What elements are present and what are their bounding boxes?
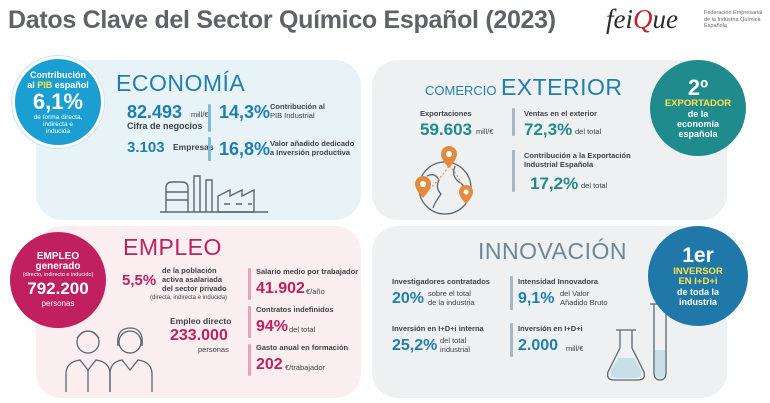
divider [510, 323, 513, 357]
exportador-rank: 2º [687, 75, 709, 100]
gasto-unit: €/trabajador [285, 363, 326, 372]
inversion-interna-value: 25,2% [392, 337, 438, 354]
pib-industrial-label-1: Contribución al [270, 102, 325, 111]
empresas-label: Empresas [173, 142, 214, 152]
empleo-badge: EMPLEO generado (directo, indirecto e in… [10, 232, 106, 328]
vab-value: 16,8% [219, 139, 271, 159]
empleo-badge-note: (directo, indirecto e inducido) [22, 271, 94, 278]
exportaciones-value: 59.603 [420, 120, 472, 139]
empresas-value: 3.103 [127, 139, 165, 156]
workers-icon [65, 327, 153, 392]
logo-tagline: Federación Empresarial de la Industria Q… [704, 10, 763, 29]
logo-wordmark: feiQue [606, 4, 678, 34]
contrib-export-label-1: Contribución a la Exportación [524, 151, 631, 160]
exportaciones-unit: mill/€ [476, 127, 494, 136]
empleo-badge-value: 792.200 [27, 278, 89, 298]
investigadores-label: Investigadores contratados [392, 277, 490, 286]
salario-label: Salario medio por trabajador [256, 267, 359, 276]
contratos-unit: del total [289, 325, 316, 334]
divider [512, 108, 515, 136]
poblacion-label-1: de la población [162, 266, 217, 275]
contratos-label: Contratos indefinidos [256, 305, 334, 314]
inversor-line4: industria [678, 297, 717, 307]
comercio-heading: COMERCIO EXTERIOR [425, 74, 623, 100]
empleo-badge-line1: EMPLEO [36, 250, 80, 262]
inversion-interna-label: Inversión en I+D+i interna [392, 324, 484, 333]
salario-value: 41.902 [256, 280, 305, 297]
exportador-line3: economía [676, 119, 719, 129]
feique-logo: feiQue Federación Empresarial de la Indu… [606, 4, 766, 40]
vab-label-2: a Inversión productiva [270, 148, 351, 157]
gasto-label: Gasto anual en formación [256, 343, 349, 352]
pib-badge-note2: indirecta e [43, 120, 73, 128]
divider [512, 150, 515, 192]
divider [208, 104, 211, 132]
page-title: Datos Clave del Sector Químico Español (… [8, 6, 556, 34]
contrib-export-value: 17,2% [530, 174, 579, 193]
poblacion-value: 5,5% [122, 272, 157, 289]
empleo-directo-value: 233.000 [170, 327, 228, 344]
ventas-value: 72,3% [524, 120, 573, 139]
exportador-badge: 2º EXPORTADOR de la economía española [650, 60, 746, 156]
inversor-line1: INVERSOR [673, 266, 723, 277]
salario-unit: €/año [306, 287, 325, 296]
intensidad-label: Intensidad Innovadora [518, 277, 599, 286]
empleo-badge-line2: generado [35, 260, 81, 272]
intensidad-value: 9,1% [518, 290, 555, 307]
divider [248, 344, 251, 376]
factory-icon [160, 175, 268, 213]
inversion-label: Inversión en I+D+i [518, 324, 583, 333]
exportador-line4: española [678, 129, 718, 139]
ventas-label: Ventas en el exterior [524, 109, 597, 118]
inversion-interna-unit: del total industrial [440, 336, 471, 354]
vab-label-1: Valor añadido dedicado [270, 139, 355, 148]
contrib-export-label-2: Industrial Española [524, 160, 594, 169]
divider [248, 268, 251, 300]
cifra-negocios-label: Cifra de negocios [127, 121, 203, 131]
pib-badge-value: 6,1% [32, 88, 84, 114]
innovacion-heading: INNOVACIÓN [478, 238, 627, 264]
pib-badge: Contribución al PIB español 6,1% de form… [12, 56, 104, 148]
exportador-line2: de la [687, 109, 709, 119]
pib-industrial-label-2: PIB Industrial [270, 111, 315, 120]
inversion-value: 2.000 [518, 337, 559, 354]
poblacion-label-2: activa asalariada [162, 275, 223, 284]
divider [248, 306, 251, 338]
inversor-line3: de toda la [676, 287, 719, 297]
economia-heading: ECONOMÍA [116, 70, 246, 96]
inversor-badge: 1er INVERSOR EN I+D+i de toda la industr… [648, 226, 748, 326]
empleo-badge-unit: personas [41, 298, 75, 308]
empleo-directo-unit: personas [198, 345, 229, 354]
inversor-rank: 1er [682, 244, 714, 267]
contrib-export-unit: del total [581, 181, 608, 190]
divider [208, 137, 211, 161]
pib-badge-note1: de forma directa, [33, 113, 83, 121]
ventas-unit: del total [575, 127, 602, 136]
cifra-negocios-value: 82.493 [127, 102, 183, 122]
flask-icon [606, 303, 670, 381]
contratos-value: 94% [256, 318, 289, 335]
globe-icon [415, 146, 473, 215]
gasto-value: 202 [256, 356, 283, 373]
inversor-line2: EN I+D+i [678, 276, 718, 287]
empleo-heading: EMPLEO [123, 234, 222, 260]
poblacion-note: (directa, indirecta e inducida) [150, 295, 228, 301]
inversion-unit: mill/€ [566, 344, 584, 353]
investigadores-value: 20% [392, 290, 425, 307]
exportaciones-label: Exportaciones [420, 109, 472, 118]
investigadores-unit: sobre el total de la industria [428, 289, 475, 307]
pib-badge-line1: Contribución [30, 69, 86, 80]
exportador-line1: EXPORTADOR [664, 98, 732, 109]
pib-badge-note3: inducida [45, 127, 71, 135]
divider [510, 276, 513, 310]
pib-industrial-value: 14,3% [219, 102, 271, 122]
poblacion-label-3: del sector privado [162, 284, 227, 293]
empleo-directo-label: Empleo directo [170, 316, 232, 326]
pib-badge-line2: al PIB español [27, 79, 89, 90]
cifra-negocios-unit: mill/€ [191, 110, 209, 119]
intensidad-unit: del Valor Añadido Bruto [560, 289, 608, 307]
